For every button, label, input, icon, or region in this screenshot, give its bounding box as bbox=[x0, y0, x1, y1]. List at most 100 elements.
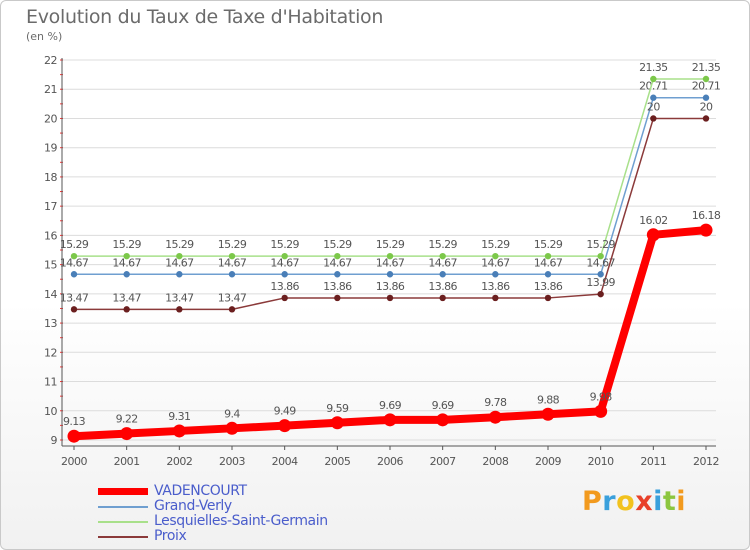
unit-label: (en %) bbox=[26, 30, 63, 43]
data-label-lesquielles-saint-germain: 15.29 bbox=[534, 238, 563, 251]
data-label-lesquielles-saint-germain: 15.29 bbox=[481, 238, 510, 251]
data-label-vadencourt: 9.98 bbox=[590, 390, 613, 403]
legend-swatch-grand-verly bbox=[98, 506, 148, 508]
legend: VADENCOURT Grand-Verly Lesquielles-Saint… bbox=[98, 483, 418, 544]
x-tick-label: 2006 bbox=[377, 455, 403, 468]
data-point-vadencourt bbox=[225, 421, 239, 435]
y-tick-label: 20 bbox=[44, 112, 57, 125]
legend-label-grand-verly: Grand-Verly bbox=[154, 498, 232, 514]
data-label-proix: 13.86 bbox=[428, 280, 457, 293]
x-tick-label: 2007 bbox=[430, 455, 456, 468]
data-label-lesquielles-saint-germain: 15.29 bbox=[428, 238, 457, 251]
x-tick-label: 2001 bbox=[114, 455, 140, 468]
data-point-vadencourt bbox=[383, 413, 397, 427]
data-label-lesquielles-saint-germain: 15.29 bbox=[323, 238, 352, 251]
legend-label-proix: Proix bbox=[154, 528, 187, 544]
data-point-vadencourt bbox=[436, 413, 450, 427]
data-point-vadencourt bbox=[278, 419, 292, 433]
data-point-proix bbox=[702, 115, 710, 122]
data-point-proix bbox=[544, 294, 552, 302]
data-label-proix: 13.47 bbox=[112, 291, 141, 304]
data-label-grand-verly: 14.67 bbox=[481, 256, 510, 269]
data-label-grand-verly: 20.71 bbox=[692, 80, 721, 93]
data-label-lesquielles-saint-germain: 15.29 bbox=[586, 238, 615, 251]
legend-item-lesquielles[interactable]: Lesquielles-Saint-Germain bbox=[98, 513, 418, 529]
data-label-vadencourt: 9.13 bbox=[63, 415, 86, 428]
data-label-proix: 20 bbox=[700, 100, 713, 113]
data-point-lesquielles-saint-germain bbox=[597, 252, 604, 260]
data-point-lesquielles-saint-germain bbox=[702, 75, 710, 83]
data-point-proix bbox=[650, 115, 657, 122]
y-tick-label: 12 bbox=[44, 346, 57, 359]
data-label-vadencourt: 9.69 bbox=[432, 399, 455, 412]
series-line-lesquielles-saint-germain bbox=[73, 78, 707, 257]
data-label-vadencourt: 9.78 bbox=[484, 396, 507, 409]
data-point-vadencourt bbox=[330, 416, 344, 430]
y-tick-label: 11 bbox=[44, 376, 57, 389]
data-label-proix: 13.99 bbox=[586, 276, 615, 289]
data-point-grand-verly bbox=[544, 271, 552, 278]
data-point-proix bbox=[597, 290, 604, 298]
data-label-grand-verly: 14.67 bbox=[218, 256, 247, 269]
data-point-proix bbox=[492, 294, 499, 302]
data-point-grand-verly bbox=[176, 271, 183, 278]
data-label-lesquielles-saint-germain: 15.29 bbox=[165, 238, 194, 251]
x-tick-label: 2005 bbox=[324, 455, 350, 468]
data-point-lesquielles-saint-germain bbox=[650, 75, 657, 83]
data-point-vadencourt bbox=[120, 427, 134, 441]
data-label-lesquielles-saint-germain: 15.29 bbox=[376, 238, 405, 251]
x-tick-label: 2003 bbox=[219, 455, 245, 468]
legend-item-proix[interactable]: Proix bbox=[98, 528, 418, 544]
data-label-lesquielles-saint-germain: 21.35 bbox=[639, 61, 668, 74]
x-tick-label: 2011 bbox=[640, 455, 666, 468]
data-point-lesquielles-saint-germain bbox=[492, 252, 499, 260]
data-point-vadencourt bbox=[699, 223, 713, 237]
x-tick-label: 2012 bbox=[693, 455, 719, 468]
legend-item-vadencourt[interactable]: VADENCOURT bbox=[98, 483, 418, 499]
data-label-vadencourt: 9.22 bbox=[116, 413, 138, 426]
logo-letter: t bbox=[662, 486, 677, 517]
logo-letter: o bbox=[616, 486, 636, 517]
y-tick-label: 19 bbox=[44, 142, 57, 155]
data-label-vadencourt: 16.02 bbox=[639, 214, 668, 227]
proxiti-logo: Proxiti bbox=[582, 486, 686, 517]
data-point-grand-verly bbox=[597, 271, 604, 278]
data-label-proix: 13.86 bbox=[481, 280, 510, 293]
logo-letter: r bbox=[602, 486, 617, 517]
chart-title: Evolution du Taux de Taxe d'Habitation bbox=[26, 6, 384, 28]
data-point-lesquielles-saint-germain bbox=[386, 252, 394, 260]
data-label-vadencourt: 9.49 bbox=[274, 405, 297, 418]
data-point-vadencourt bbox=[541, 407, 555, 421]
legend-swatch-lesquielles bbox=[98, 521, 148, 523]
logo-letter: i bbox=[653, 486, 663, 517]
x-tick-label: 2002 bbox=[166, 455, 192, 468]
data-label-vadencourt: 16.18 bbox=[692, 209, 721, 222]
data-point-grand-verly bbox=[650, 94, 657, 101]
legend-swatch-vadencourt bbox=[98, 488, 148, 495]
data-point-grand-verly bbox=[281, 271, 288, 278]
data-point-lesquielles-saint-germain bbox=[70, 252, 78, 260]
x-tick-label: 2008 bbox=[482, 455, 508, 468]
data-label-proix: 13.47 bbox=[60, 291, 89, 304]
data-label-grand-verly: 20.71 bbox=[639, 80, 668, 93]
data-point-proix bbox=[334, 294, 341, 302]
data-point-lesquielles-saint-germain bbox=[176, 252, 183, 260]
data-label-vadencourt: 9.4 bbox=[224, 407, 240, 420]
logo-letter: i bbox=[676, 486, 687, 517]
data-label-proix: 13.86 bbox=[534, 280, 563, 293]
data-point-grand-verly bbox=[702, 94, 710, 101]
legend-item-grand-verly[interactable]: Grand-Verly bbox=[98, 498, 418, 514]
data-point-proix bbox=[439, 294, 446, 302]
data-label-grand-verly: 14.67 bbox=[376, 256, 405, 269]
legend-label-lesquielles: Lesquielles-Saint-Germain bbox=[154, 513, 328, 529]
data-label-grand-verly: 14.67 bbox=[112, 256, 141, 269]
y-tick-label: 14 bbox=[44, 288, 57, 301]
data-point-lesquielles-saint-germain bbox=[281, 252, 288, 260]
data-point-lesquielles-saint-germain bbox=[439, 252, 446, 260]
y-tick-label: 22 bbox=[44, 54, 57, 67]
data-label-lesquielles-saint-germain: 15.29 bbox=[270, 238, 299, 251]
data-label-grand-verly: 14.67 bbox=[428, 256, 457, 269]
data-label-grand-verly: 14.67 bbox=[165, 256, 194, 269]
data-point-lesquielles-saint-germain bbox=[544, 252, 552, 260]
